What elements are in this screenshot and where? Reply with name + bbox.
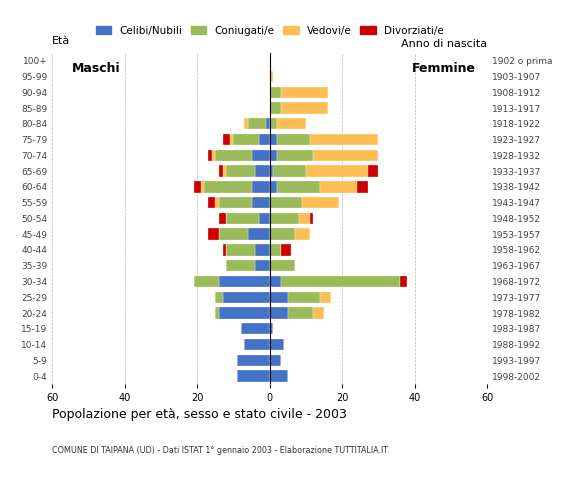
Bar [244,339,270,350]
Bar [270,197,302,208]
Bar [219,307,270,319]
Bar [270,181,277,192]
Bar [194,181,201,192]
Bar [226,213,259,224]
Bar [270,260,295,271]
Bar [277,181,320,192]
Bar [270,134,277,145]
Bar [277,134,310,145]
Text: COMUNE DI TAIPANA (UD) - Dati ISTAT 1° gennaio 2003 - Elaborazione TUTTITALIA.IT: COMUNE DI TAIPANA (UD) - Dati ISTAT 1° g… [52,446,388,456]
Bar [320,181,357,192]
Bar [270,371,288,382]
Bar [320,291,331,303]
Bar [219,276,270,287]
Bar [299,213,310,224]
Bar [237,355,270,366]
Bar [230,134,233,145]
Bar [215,150,252,161]
Bar [223,134,230,145]
Bar [219,228,248,240]
Bar [281,244,291,256]
Bar [270,323,273,335]
Bar [270,150,277,161]
Bar [310,134,378,145]
Bar [270,307,288,319]
Legend: Celibi/Nubili, Coniugati/e, Vedovi/e, Divorziati/e: Celibi/Nubili, Coniugati/e, Vedovi/e, Di… [92,22,448,40]
Bar [270,213,299,224]
Bar [306,166,368,177]
Bar [270,355,281,366]
Bar [255,260,270,271]
Bar [313,150,378,161]
Bar [270,276,281,287]
Bar [204,181,252,192]
Bar [226,260,255,271]
Bar [248,118,266,130]
Bar [400,276,407,287]
Bar [219,166,223,177]
Text: Femmine: Femmine [412,62,476,75]
Bar [212,150,215,161]
Bar [241,323,270,335]
Bar [215,291,223,303]
Bar [270,86,281,98]
Text: Anno di nascita: Anno di nascita [401,39,487,49]
Bar [223,291,270,303]
Bar [252,197,270,208]
Bar [295,228,310,240]
Bar [233,134,259,145]
Bar [273,166,306,177]
Bar [248,228,270,240]
Bar [270,71,273,82]
Bar [281,86,328,98]
Bar [270,339,284,350]
Bar [226,166,255,177]
Bar [201,181,204,192]
Text: Popolazione per età, sesso e stato civile - 2003: Popolazione per età, sesso e stato civil… [52,408,347,421]
Bar [252,150,270,161]
Bar [281,276,400,287]
Bar [310,213,313,224]
Bar [219,197,252,208]
Bar [270,166,273,177]
Bar [270,244,281,256]
Bar [226,244,255,256]
Text: Maschi: Maschi [71,62,120,75]
Bar [313,307,324,319]
Bar [194,276,219,287]
Bar [255,244,270,256]
Bar [270,291,288,303]
Bar [368,166,378,177]
Bar [277,150,313,161]
Bar [288,291,320,303]
Bar [208,150,212,161]
Bar [223,244,226,256]
Bar [259,213,270,224]
Bar [237,371,270,382]
Bar [223,166,226,177]
Text: Età: Età [52,36,70,47]
Bar [219,213,226,224]
Bar [270,102,281,114]
Bar [357,181,368,192]
Bar [259,134,270,145]
Bar [288,307,313,319]
Bar [215,307,219,319]
Bar [270,228,295,240]
Bar [244,118,248,130]
Bar [277,118,306,130]
Bar [215,197,219,208]
Bar [252,181,270,192]
Bar [270,118,277,130]
Bar [208,197,215,208]
Bar [266,118,270,130]
Bar [255,166,270,177]
Bar [208,228,219,240]
Bar [302,197,339,208]
Bar [281,102,328,114]
